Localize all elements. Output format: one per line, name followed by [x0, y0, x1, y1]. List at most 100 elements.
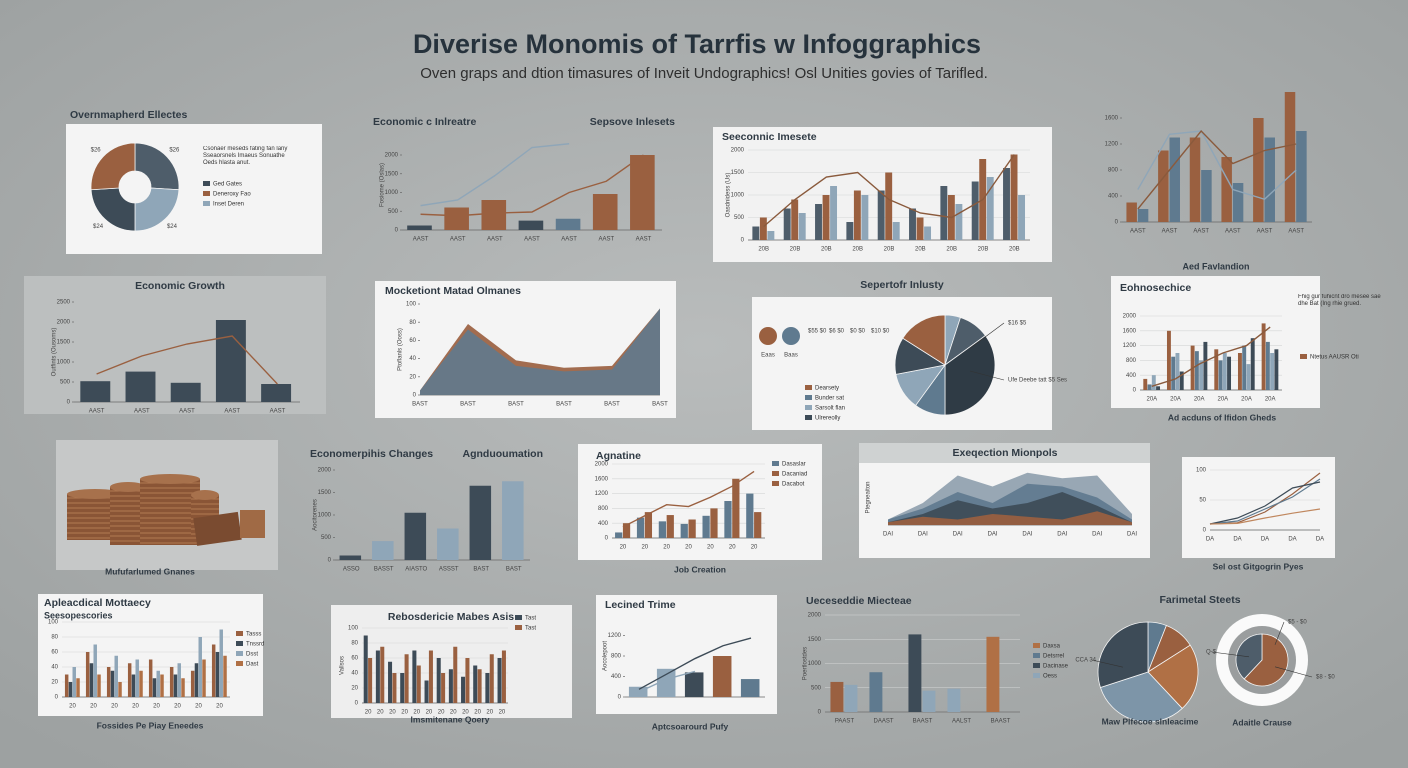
y-tick-label: 0: [1133, 388, 1137, 394]
y-tick-label: 1500: [385, 171, 399, 177]
pie-slice: [1147, 644, 1199, 710]
legend-swatch: [203, 191, 210, 196]
chart-title: Lecined Trime: [605, 599, 676, 611]
y-tick-label: 40: [51, 665, 58, 671]
y-tick-label: 1500: [318, 490, 332, 496]
y-axis-label: Poertlostdes: [803, 647, 809, 680]
y-axis-label: Fosiome (Oslas): [380, 163, 386, 207]
x-tick-label: DAI: [883, 532, 893, 538]
bar: [1218, 360, 1223, 390]
y-axis-label: Ptegneaiton: [866, 481, 872, 513]
bar: [1270, 353, 1275, 390]
chart-caption: Maw Plfecoe slnleacime: [1102, 716, 1199, 726]
bar: [118, 682, 122, 697]
legend-swatch: [805, 415, 812, 420]
bar: [922, 690, 936, 712]
bar: [428, 650, 433, 703]
legend-swatch: [1033, 643, 1040, 648]
x-tick-label: 20A: [1265, 397, 1276, 403]
y-tick-label: 400: [1126, 373, 1137, 379]
y-tick-label: 2000: [731, 148, 745, 154]
bar: [223, 655, 227, 697]
x-tick-label: 20: [499, 710, 506, 716]
chart-title: Economerpihis Changes: [310, 448, 433, 460]
x-tick-label: 20B: [821, 247, 832, 253]
stat: $10 $0: [871, 329, 890, 335]
x-tick-label: BAST: [508, 402, 524, 408]
x-tick-label: 20: [413, 710, 420, 716]
note: Csonaer meseds fating fan lany Sseaorsne…: [203, 146, 287, 166]
x-tick-label: 20: [90, 704, 97, 710]
line: [420, 143, 570, 207]
bar: [380, 646, 385, 703]
bar: [198, 637, 202, 697]
x-tick-label: BAST: [506, 567, 522, 573]
bar: [1151, 375, 1156, 390]
bar: [1264, 137, 1275, 222]
leader-line: [1211, 651, 1250, 658]
bar: [892, 222, 900, 240]
bar: [740, 679, 760, 697]
stat: $6 $0: [829, 329, 845, 335]
y-tick-label: 2000: [1123, 314, 1137, 320]
x-tick-label: DAI: [1092, 532, 1102, 538]
x-tick-label: 20: [620, 545, 627, 551]
bar: [424, 680, 429, 703]
legend-label: Ntetus AAUSR Oti: [1310, 355, 1359, 361]
bar: [759, 217, 767, 240]
legend-swatch: [772, 481, 779, 486]
bar: [1232, 183, 1244, 222]
chart-subtitle: Agnduoumation: [463, 448, 543, 460]
leader-line: [969, 322, 1005, 349]
chart-title: Farimetal Steets: [1159, 594, 1240, 606]
y-tick-label: 2000: [318, 468, 332, 474]
bar: [712, 656, 732, 697]
x-tick-label: DAI: [953, 532, 963, 538]
bar: [170, 382, 201, 402]
bar: [1214, 349, 1219, 390]
chart-caption: Sel ost Gitgogrin Pyes: [1213, 561, 1304, 571]
leader-line: [969, 370, 1005, 381]
x-tick-label: 20: [729, 545, 736, 551]
bar: [444, 207, 469, 230]
pie-slice: [1097, 621, 1149, 688]
legend-label: Deneroxy Fao: [213, 192, 251, 198]
bar: [1201, 170, 1212, 222]
chart-caption: Adaitle Crause: [1232, 717, 1292, 727]
y-tick-label: 2000: [57, 320, 71, 326]
y-tick-label: 60: [351, 656, 358, 662]
coin-top: [140, 474, 200, 484]
x-tick-label: BAST: [556, 402, 572, 408]
bar: [971, 181, 979, 240]
bar: [441, 673, 446, 703]
chart-subtitle: Seesopescories: [44, 610, 113, 620]
bar: [846, 222, 854, 240]
x-tick-label: 20A: [1146, 397, 1157, 403]
bar: [752, 226, 760, 240]
y-tick-label: 0: [55, 695, 59, 701]
x-tick-label: 20: [69, 704, 76, 710]
legend-swatch: [805, 385, 812, 390]
bar: [160, 674, 164, 697]
bar: [724, 501, 732, 538]
bar: [830, 186, 838, 240]
legend-swatch: [1300, 354, 1307, 359]
bar: [955, 204, 963, 240]
pie-slice: [1099, 671, 1183, 723]
bar: [404, 654, 409, 703]
y-tick-label: 500: [60, 380, 71, 386]
crate: [193, 511, 242, 546]
x-tick-label: AAST: [1130, 229, 1146, 235]
legend-label: Oess: [1043, 674, 1057, 680]
kpi-label: Eaas: [761, 353, 775, 359]
leader-line: [1274, 621, 1285, 645]
bar: [924, 226, 932, 240]
bar: [622, 523, 631, 538]
legend-label: Tasss: [246, 632, 261, 638]
x-tick-label: PAAST: [835, 719, 855, 725]
legend-swatch: [236, 631, 243, 636]
legend-label: Dacabot: [782, 482, 805, 488]
bar: [177, 663, 181, 697]
legend-swatch: [236, 661, 243, 666]
